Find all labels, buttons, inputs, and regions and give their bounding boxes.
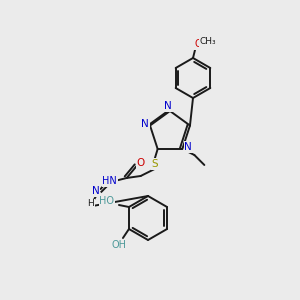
Text: OH: OH — [111, 240, 126, 250]
Text: HO: HO — [99, 196, 114, 206]
Text: N: N — [141, 118, 149, 128]
Text: N: N — [92, 186, 100, 196]
Text: O: O — [194, 39, 202, 49]
Text: CH₃: CH₃ — [200, 38, 216, 46]
Text: H: H — [87, 200, 94, 208]
Text: O: O — [136, 158, 145, 168]
Text: S: S — [151, 159, 158, 169]
Text: N: N — [164, 101, 172, 111]
Text: HN: HN — [102, 176, 117, 186]
Text: N: N — [184, 142, 192, 152]
